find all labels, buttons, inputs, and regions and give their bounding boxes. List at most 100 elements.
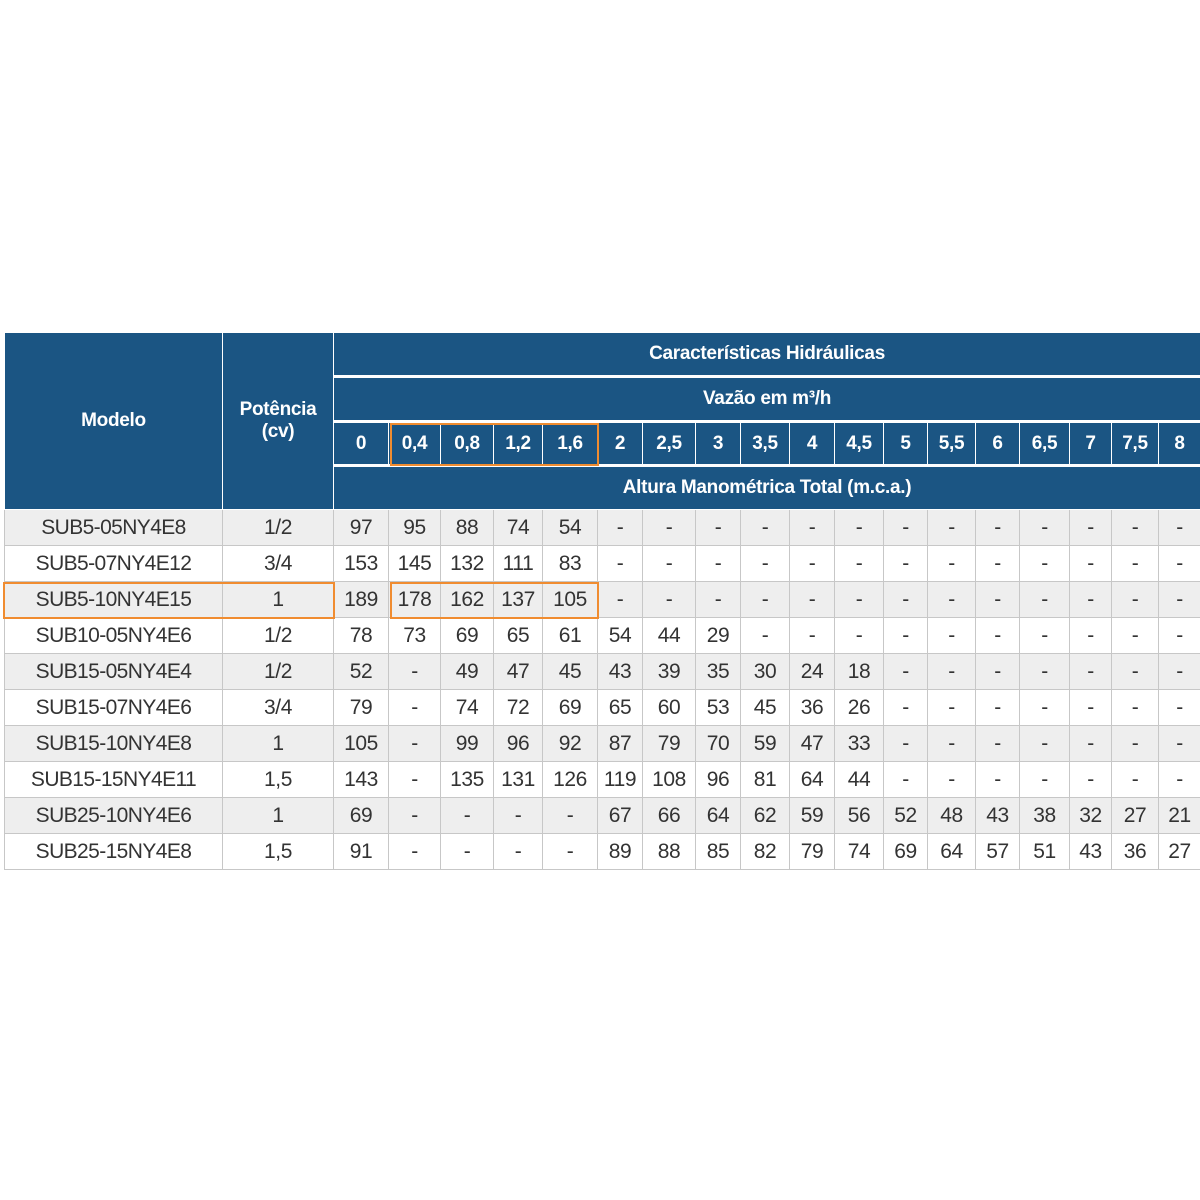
head-value-cell: 74 <box>493 509 543 546</box>
head-value-cell: - <box>440 797 494 834</box>
head-value-cell: 135 <box>440 761 494 798</box>
flow-header-cell: 6 <box>975 421 1020 467</box>
flow-header-cell: 4 <box>789 421 835 467</box>
flow-header-cell: 2 <box>597 421 643 467</box>
head-value-cell: - <box>975 653 1020 690</box>
head-value-cell: 79 <box>789 833 835 870</box>
head-value-cell: 59 <box>789 797 835 834</box>
head-value-cell: - <box>1019 545 1070 582</box>
head-value-cell: 88 <box>440 509 494 546</box>
head-value-cell: - <box>388 653 441 690</box>
head-value-cell: - <box>883 725 928 762</box>
head-value-cell: 82 <box>740 833 790 870</box>
head-value-cell: 53 <box>695 689 741 726</box>
head-value-cell: 36 <box>789 689 835 726</box>
flow-header-cell: 5,5 <box>927 421 976 467</box>
flow-header-cell: 3 <box>695 421 741 467</box>
head-value-cell: - <box>1069 617 1112 654</box>
head-value-cell: - <box>789 581 835 618</box>
flow-header-cell: 7 <box>1069 421 1112 467</box>
head-value-cell: 143 <box>333 761 389 798</box>
head-value-cell: - <box>927 617 976 654</box>
hydraulic-characteristics-header: Características Hidráulicas <box>332 332 1200 378</box>
head-value-cell: - <box>789 509 835 546</box>
head-value-cell: 88 <box>642 833 696 870</box>
head-value-cell: 24 <box>789 653 835 690</box>
head-value-cell: 56 <box>834 797 884 834</box>
head-value-cell: - <box>1019 689 1070 726</box>
head-value-cell: 47 <box>493 653 543 690</box>
head-value-cell: 59 <box>740 725 790 762</box>
model-column-header: Modelo <box>4 332 223 510</box>
head-value-cell: - <box>388 689 441 726</box>
head-value-cell: 64 <box>927 833 976 870</box>
head-value-cell: - <box>1069 689 1112 726</box>
head-value-cell: - <box>834 617 884 654</box>
head-value-cell: 69 <box>883 833 928 870</box>
power-cell: 1,5 <box>222 833 334 870</box>
flow-header-cell: 4,5 <box>834 421 884 467</box>
head-value-cell: 30 <box>740 653 790 690</box>
head-value-cell: 137 <box>493 581 543 618</box>
table-row: SUB15-07NY4E6 3/4 79-74 72 69 65 60 53 45 36 26- - -… <box>4 689 1200 726</box>
head-value-cell: - <box>834 545 884 582</box>
head-value-cell: - <box>1019 761 1070 798</box>
head-value-cell: 27 <box>1157 833 1200 870</box>
head-value-cell: 44 <box>642 617 696 654</box>
power-cell: 1 <box>222 797 334 834</box>
head-value-cell: - <box>1111 617 1159 654</box>
head-value-cell: 105 <box>333 725 389 762</box>
head-value-cell: 32 <box>1069 797 1112 834</box>
head-value-cell: 54 <box>597 617 643 654</box>
head-value-cell: - <box>975 761 1020 798</box>
head-value-cell: - <box>975 509 1020 546</box>
head-value-cell: 43 <box>975 797 1020 834</box>
head-value-cell: - <box>1111 725 1159 762</box>
head-value-cell: - <box>883 689 928 726</box>
head-value-cell: - <box>975 617 1020 654</box>
head-value-cell: 87 <box>597 725 643 762</box>
head-value-cell: 132 <box>440 545 494 582</box>
head-value-cell: 35 <box>695 653 741 690</box>
head-value-cell: 74 <box>440 689 494 726</box>
table-row: SUB15-10NY4E8 1 105-99 96 92 87 79 70 59 47 33- - - -… <box>4 725 1200 762</box>
model-cell: SUB25-10NY4E6 <box>4 797 223 834</box>
head-value-cell: - <box>695 545 741 582</box>
head-value-cell: 54 <box>542 509 598 546</box>
head-value-cell: 78 <box>333 617 389 654</box>
head-value-cell: - <box>927 761 976 798</box>
table-row: SUB5-05NY4E8 1/2 97 95 88 74 54- - - - - - - - - - - - - <box>4 509 1200 546</box>
model-cell: SUB15-05NY4E4 <box>4 653 223 690</box>
head-value-cell: - <box>1157 689 1200 726</box>
head-value-cell: - <box>789 545 835 582</box>
head-value-cell: - <box>883 545 928 582</box>
head-value-cell: 65 <box>493 617 543 654</box>
head-value-cell: - <box>1069 545 1112 582</box>
head-value-cell: 51 <box>1019 833 1070 870</box>
head-value-cell: 44 <box>834 761 884 798</box>
head-value-cell: 64 <box>789 761 835 798</box>
head-value-cell: - <box>542 833 598 870</box>
head-value-cell: - <box>388 833 441 870</box>
head-value-cell: 69 <box>440 617 494 654</box>
head-value-cell: 85 <box>695 833 741 870</box>
head-value-cell: 66 <box>642 797 696 834</box>
head-value-cell: 26 <box>834 689 884 726</box>
head-value-cell: 43 <box>597 653 643 690</box>
head-value-cell: - <box>1157 617 1200 654</box>
head-value-cell: - <box>1069 653 1112 690</box>
power-cell: 1,5 <box>222 761 334 798</box>
head-value-cell: 29 <box>695 617 741 654</box>
flow-header-cell: 5 <box>883 421 928 467</box>
head-value-cell: 18 <box>834 653 884 690</box>
model-cell: SUB15-07NY4E6 <box>4 689 223 726</box>
total-head-header: Altura Manométrica Total (m.c.a.) <box>332 465 1200 510</box>
head-value-cell: 96 <box>493 725 543 762</box>
model-cell: SUB5-10NY4E15 <box>4 581 223 618</box>
head-value-cell: 60 <box>642 689 696 726</box>
head-value-cell: - <box>834 581 884 618</box>
power-cell: 3/4 <box>222 545 334 582</box>
flow-header-cell: 1,6 <box>542 421 598 467</box>
head-value-cell: 64 <box>695 797 741 834</box>
flow-values-row: 0 0,4 0,8 1,2 1,6 2 2,5 3 3,5 4 4,5 5 5,5 6 6,5 7 7,5 8 <box>5 421 1200 467</box>
